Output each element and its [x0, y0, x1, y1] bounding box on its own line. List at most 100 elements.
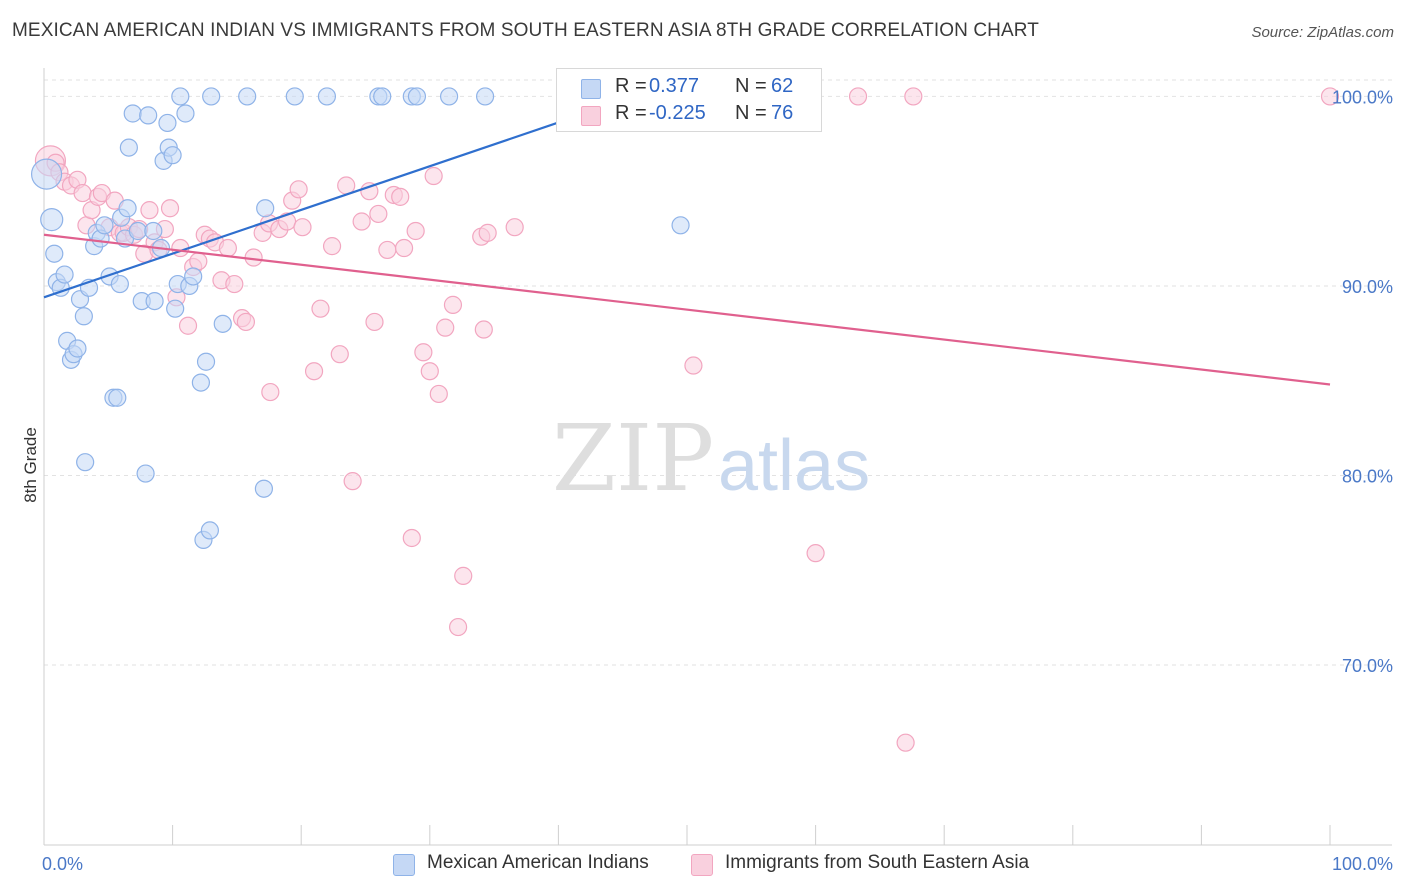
legend-n-label: N = — [735, 102, 767, 124]
source-label: Source: ZipAtlas.com — [1251, 24, 1394, 41]
blue-point — [373, 87, 392, 106]
blue-point — [110, 274, 129, 294]
legend-r-value: 0.377 — [649, 75, 700, 97]
blue-point — [407, 87, 427, 106]
watermark: ZIP atlas — [552, 405, 870, 512]
blue-point — [176, 104, 195, 123]
pink-point — [330, 345, 349, 364]
blue-point — [119, 138, 138, 157]
pink-point — [261, 382, 280, 402]
y-tick-label: 80.0% — [1342, 466, 1393, 486]
legend-n-label: N = — [735, 75, 767, 97]
blue-point — [256, 199, 275, 218]
pink-point — [365, 312, 384, 332]
legend-r-label: R = — [615, 75, 647, 97]
blue-point — [166, 299, 185, 318]
blue-point — [285, 87, 304, 106]
pink-point — [160, 199, 180, 218]
pink-point — [322, 237, 342, 256]
pink-trend-line — [43, 233, 1331, 386]
pink-point — [505, 218, 524, 237]
legend-r-value: -0.225 — [649, 102, 706, 124]
pink-point — [454, 566, 473, 585]
blue-point — [68, 339, 87, 358]
pink-point — [420, 362, 439, 381]
blue-point — [163, 146, 182, 165]
pink-point — [684, 356, 703, 375]
blue-point — [191, 373, 210, 392]
trend-lines — [43, 110, 1331, 386]
legend-swatch-blue — [393, 854, 415, 876]
watermark-zip: ZIP — [552, 405, 714, 512]
pink-point — [225, 274, 244, 294]
pink-point — [478, 223, 497, 242]
y-tick-label: 70.0% — [1342, 656, 1393, 676]
blue-point — [30, 158, 63, 190]
pink-point — [474, 320, 493, 339]
pink-point — [1320, 87, 1340, 106]
blue-point — [118, 199, 137, 218]
axes — [43, 68, 1392, 846]
pink-point — [848, 87, 868, 106]
pink-point — [394, 238, 414, 258]
legend-swatch-pink — [691, 854, 713, 876]
x-tick-label: 0.0% — [42, 854, 83, 874]
blue-point — [145, 292, 164, 311]
y-tick-label: 90.0% — [1342, 277, 1393, 297]
x-tick-label: 100.0% — [1332, 854, 1393, 874]
pink-point — [311, 299, 330, 318]
blue-point — [76, 453, 95, 472]
blue-point — [128, 221, 147, 241]
blue-point — [202, 87, 221, 106]
blue-point — [158, 113, 177, 133]
legend-n-value: 62 — [771, 75, 794, 97]
pink-point — [360, 182, 379, 201]
pink-point — [293, 218, 312, 237]
blue-point — [40, 208, 64, 232]
legend-swatch-pink — [581, 106, 601, 126]
legend-label: Mexican American Indians — [427, 852, 649, 873]
pink-point — [189, 252, 208, 271]
pink-point — [218, 238, 237, 258]
pink-point — [402, 528, 421, 548]
gridlines — [44, 79, 1392, 666]
legend-swatch-blue — [581, 79, 601, 99]
pink-point — [178, 316, 198, 335]
y-tick-label: 100.0% — [1332, 87, 1393, 107]
legend-label: Immigrants from South Eastern Asia — [725, 852, 1030, 873]
blue-point — [171, 87, 190, 106]
pink-point — [448, 617, 468, 637]
pink-point — [352, 212, 371, 231]
pink-point — [304, 362, 324, 381]
pink-point — [378, 240, 397, 260]
blue-point — [139, 106, 158, 125]
pink-point — [140, 201, 159, 220]
pink-point — [369, 204, 388, 224]
blue-point — [136, 464, 155, 483]
pink-point — [896, 733, 915, 752]
blue-point — [475, 87, 495, 106]
series-blue-points — [30, 87, 690, 549]
x-tick-labels: 0.0% 100.0% — [42, 854, 1393, 874]
pink-point — [443, 295, 463, 314]
blue-point — [254, 479, 274, 498]
watermark-atlas: atlas — [718, 426, 870, 506]
blue-point — [213, 314, 232, 333]
pink-point — [391, 187, 410, 206]
legend-n-value: 76 — [771, 102, 794, 124]
blue-point — [196, 352, 216, 371]
y-axis-label: 8th Grade — [21, 427, 40, 503]
blue-point — [108, 388, 127, 407]
blue-point — [74, 307, 93, 326]
legend-r-label: R = — [615, 102, 647, 124]
blue-point — [123, 104, 142, 123]
pink-point — [429, 384, 448, 404]
blue-point — [95, 216, 114, 235]
stats-legend: R = 0.377 N = 62 R = -0.225 N = 76 — [556, 68, 822, 132]
blue-point — [200, 521, 219, 540]
pink-point — [424, 166, 443, 186]
blue-point — [144, 221, 163, 241]
pink-point — [406, 221, 425, 241]
blue-point — [55, 265, 74, 284]
